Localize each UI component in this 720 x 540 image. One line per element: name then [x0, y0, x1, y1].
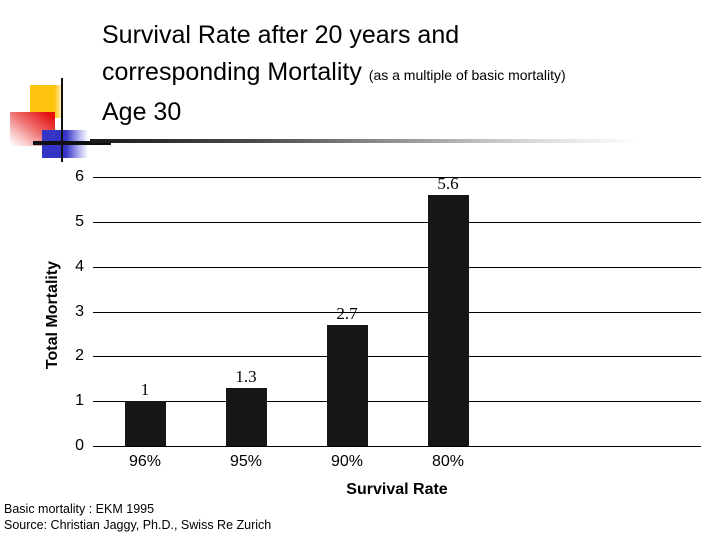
bar-95%: [225, 388, 267, 446]
bar-96%: [124, 401, 166, 446]
x-tick-label: 80%: [431, 453, 465, 470]
y-tick-label: 4: [75, 258, 84, 275]
slide-title: Survival Rate after 20 years and corresp…: [102, 17, 702, 131]
x-tick-label: 96%: [128, 453, 162, 470]
title-line-2: corresponding Mortality: [102, 58, 362, 86]
gridline-y4: [93, 267, 701, 268]
x-axis-title: Survival Rate: [346, 481, 448, 498]
bar-80%: [427, 195, 469, 446]
slide-footer: Basic mortality : EKM 1995 Source: Chris…: [4, 501, 271, 533]
title-line-1: Survival Rate after 20 years and: [102, 21, 460, 49]
gridline-y6: [93, 177, 701, 178]
bar-value-label: 2.7: [336, 304, 358, 323]
x-tick-label: 90%: [330, 453, 364, 470]
decor-vertical-line: [61, 78, 63, 162]
title-line-2-note: (as a multiple of basic mortality): [368, 67, 566, 83]
bar-value-label: 5.6: [437, 174, 459, 193]
y-tick-label: 3: [75, 303, 84, 320]
decor-horizontal-line: [33, 141, 111, 145]
gridline-y1: [93, 401, 701, 402]
y-tick-label: 1: [75, 392, 84, 409]
gridline-y2: [93, 356, 701, 357]
gridline-y3: [93, 312, 701, 313]
footer-source: Source: Christian Jaggy, Ph.D., Swiss Re…: [4, 518, 272, 532]
bar-90%: [326, 325, 368, 446]
title-line-3: Age 30: [102, 98, 182, 126]
title-underline-rule: [90, 139, 702, 143]
gridline-y0: [93, 446, 701, 447]
y-tick-label: 5: [75, 213, 84, 230]
y-tick-label: 0: [75, 437, 84, 454]
bar-value-label: 1.3: [235, 367, 257, 386]
gridline-y5: [93, 222, 701, 223]
y-tick-label: 2: [75, 347, 84, 364]
y-tick-label: 6: [75, 168, 84, 185]
x-tick-label: 95%: [229, 453, 263, 470]
footer-basic-mortality: Basic mortality : EKM 1995: [4, 502, 155, 516]
bar-value-label: 1: [140, 380, 150, 399]
